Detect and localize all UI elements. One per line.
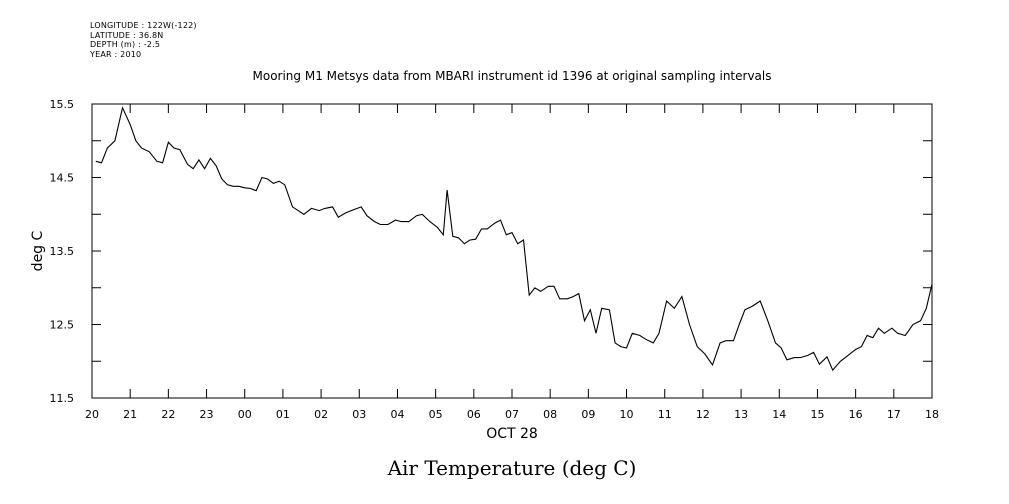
x-axis-title: OCT 28 (486, 426, 538, 442)
x-tick-label: 17 (887, 408, 901, 421)
x-tick-label: 05 (429, 408, 443, 421)
x-tick-label: 21 (123, 408, 137, 421)
x-tick-label: 13 (734, 408, 748, 421)
x-tick-label: 00 (238, 408, 252, 421)
x-tick-label: 14 (772, 408, 786, 421)
x-tick-label: 10 (620, 408, 634, 421)
longitude-text: LONGITUDE : 122W(-122) (90, 21, 197, 30)
latitude-text: LATITUDE : 36.8N (90, 30, 164, 40)
x-tick-label: 20 (85, 408, 99, 421)
x-tick-label: 07 (505, 408, 519, 421)
x-tick-label: 22 (161, 408, 175, 421)
y-axis-title: deg C (30, 230, 46, 271)
y-tick-label: 13.5 (50, 245, 75, 258)
x-tick-label: 16 (849, 408, 863, 421)
x-tick-label: 09 (581, 408, 595, 421)
x-tick-label: 15 (810, 408, 824, 421)
x-tick-label: 12 (696, 408, 710, 421)
metadata-block: LONGITUDE : 122W(-122) LATITUDE : 36.8N … (90, 21, 197, 59)
x-tick-label: 18 (925, 408, 939, 421)
x-tick-label: 06 (467, 408, 481, 421)
x-tick-label: 04 (390, 408, 404, 421)
y-tick-label: 12.5 (50, 319, 75, 332)
y-tick-label: 14.5 (50, 172, 75, 185)
x-tick-label: 11 (658, 408, 672, 421)
chart-caption: Air Temperature (deg C) (387, 456, 637, 480)
y-tick-label: 11.5 (50, 392, 75, 405)
x-tick-label: 23 (200, 408, 214, 421)
x-tick-label: 08 (543, 408, 557, 421)
tick-labels: 20 21 22 23 00 01 02 03 04 05 06 07 08 09 10 11 12 13 14 15… (50, 98, 940, 421)
plot-frame (91, 103, 933, 399)
x-tick-label: 03 (352, 408, 366, 421)
depth-text: DEPTH (m) : -2.5 (90, 40, 161, 49)
year-text: YEAR : 2010 (90, 49, 142, 59)
chart-title: Mooring M1 Metsys data from MBARI instru… (253, 69, 772, 83)
axis-ticks (91, 103, 933, 399)
y-tick-label: 15.5 (50, 98, 75, 111)
air-temperature-line (95, 105, 933, 372)
x-tick-label: 01 (276, 408, 290, 421)
x-tick-label: 02 (314, 408, 328, 421)
